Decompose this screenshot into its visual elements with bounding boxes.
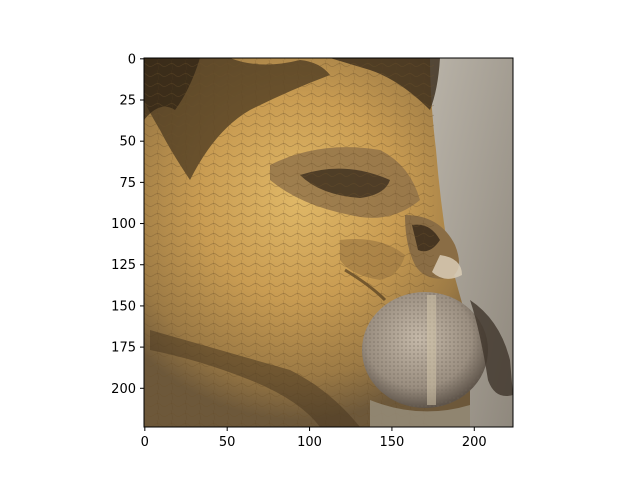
x-axis: 0 50 100 150 200 bbox=[141, 427, 487, 450]
y-tick-label: 50 bbox=[119, 135, 136, 150]
y-axis: 0 25 50 75 100 125 150 175 200 bbox=[111, 52, 144, 397]
y-tick-label: 175 bbox=[111, 341, 136, 356]
y-tick-label: 125 bbox=[111, 258, 136, 273]
axes-frame bbox=[143, 57, 514, 428]
x-tick-label: 150 bbox=[380, 435, 405, 450]
x-tick-label: 0 bbox=[141, 435, 149, 450]
y-tick-label: 75 bbox=[119, 176, 136, 191]
heatmap-image bbox=[144, 58, 513, 427]
y-tick-label: 0 bbox=[128, 52, 136, 67]
y-tick-label: 25 bbox=[119, 94, 136, 109]
y-tick-label: 150 bbox=[111, 299, 136, 314]
x-tick-label: 50 bbox=[219, 435, 236, 450]
x-tick-label: 100 bbox=[297, 435, 322, 450]
x-tick-label: 200 bbox=[462, 435, 487, 450]
y-tick-label: 100 bbox=[111, 217, 136, 232]
y-tick-label: 200 bbox=[111, 382, 136, 397]
